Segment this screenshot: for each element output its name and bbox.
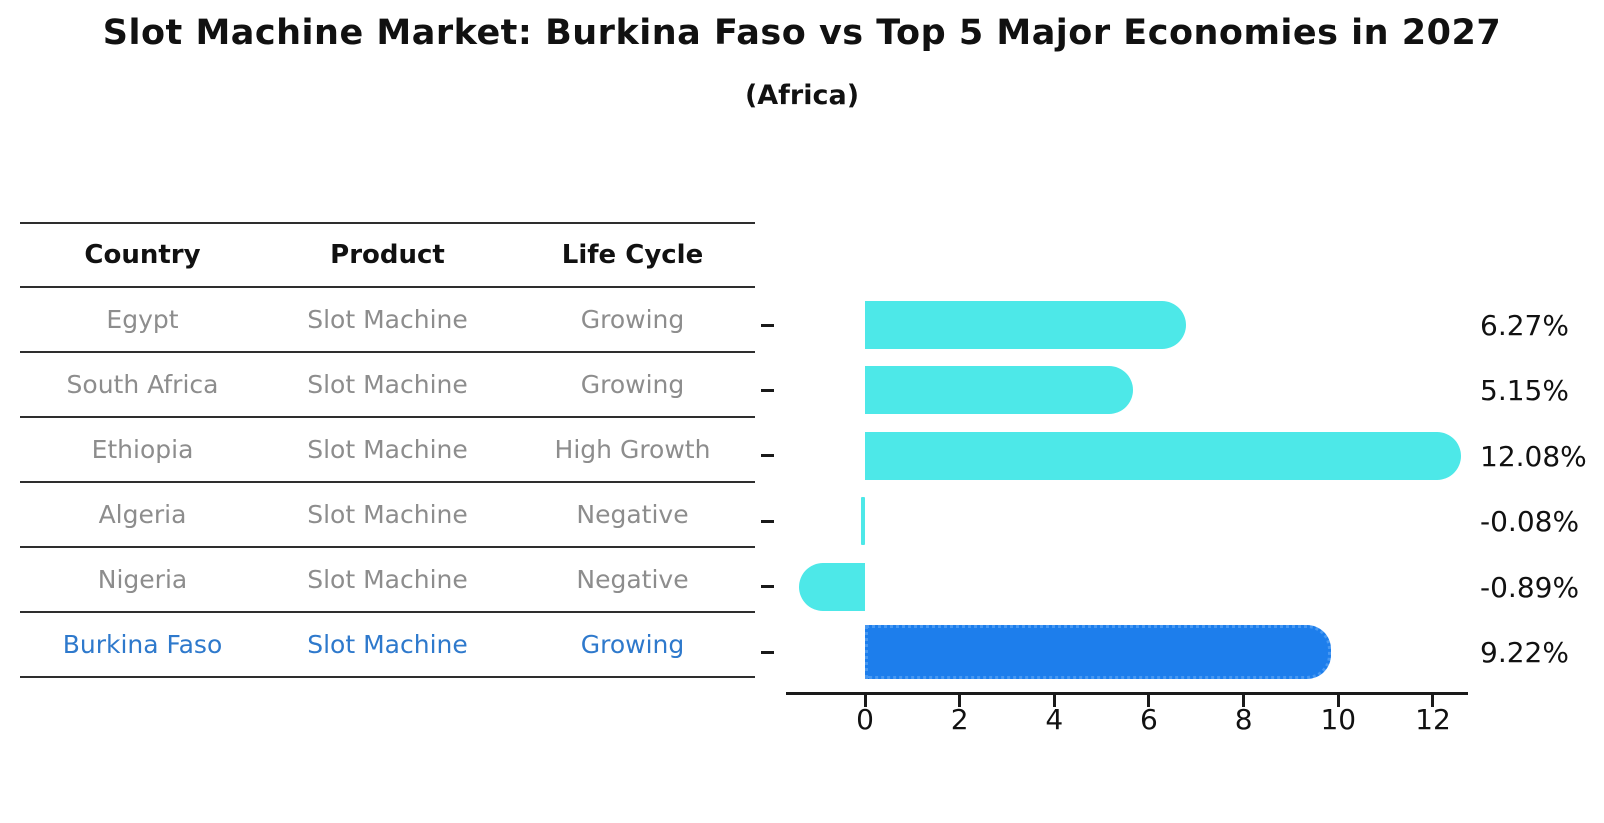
bar-nigeria	[798, 562, 865, 611]
x-axis-tick	[1242, 695, 1246, 707]
cell-life-cycle: Negative	[576, 565, 689, 594]
bar-algeria	[861, 497, 865, 546]
bar-south-africa	[865, 366, 1133, 415]
cell-product: Slot Machine	[307, 630, 468, 659]
x-axis-tick-label: 2	[950, 703, 969, 736]
x-axis-tick-label: 8	[1234, 703, 1253, 736]
x-axis-tick	[1431, 695, 1435, 707]
x-axis-tick-label: 4	[1045, 703, 1064, 736]
cell-country: South Africa	[66, 370, 219, 399]
x-axis-tick-label: 6	[1140, 703, 1158, 736]
page-title: Slot Machine Market: Burkina Faso vs Top…	[102, 13, 1502, 53]
cell-country: Algeria	[98, 500, 187, 529]
bar-burkina-faso	[865, 625, 1332, 679]
cell-product: Slot Machine	[307, 565, 468, 594]
cell-product: Slot Machine	[307, 500, 468, 529]
y-tick	[761, 519, 774, 523]
value-label: 12.08%	[1480, 439, 1587, 473]
cell-country: Egypt	[106, 305, 179, 334]
table-row: Nigeria Slot Machine Negative	[20, 548, 755, 613]
cell-country: Nigeria	[97, 565, 188, 594]
value-label: -0.89%	[1480, 570, 1580, 604]
bar-egypt	[865, 301, 1186, 349]
table-header-row: Country Product Life Cycle	[20, 222, 755, 288]
x-axis-tick	[1147, 695, 1151, 707]
cell-country: Burkina Faso	[62, 630, 223, 659]
y-tick	[761, 650, 774, 654]
country-table: Country Product Life Cycle Egypt Slot Ma…	[20, 222, 755, 678]
y-tick	[761, 388, 774, 392]
column-header-country: Country	[84, 240, 201, 270]
cell-life-cycle: Growing	[580, 305, 685, 334]
x-axis-tick-label: 0	[856, 703, 874, 736]
value-label: 6.27%	[1480, 309, 1569, 342]
y-tick	[761, 585, 774, 589]
bar-ethiopia	[865, 431, 1461, 480]
table-row: Algeria Slot Machine Negative	[20, 483, 755, 548]
value-label: -0.08%	[1480, 505, 1580, 539]
table-row: South Africa Slot Machine Growing	[20, 353, 755, 418]
value-label: 9.22%	[1480, 636, 1569, 669]
y-tick	[761, 323, 774, 327]
page-subtitle: (Africa)	[744, 80, 860, 111]
column-header-life-cycle: Life Cycle	[561, 240, 704, 270]
cell-country: Ethiopia	[91, 435, 194, 464]
table-row: Egypt Slot Machine Growing	[20, 288, 755, 353]
x-axis-tick-label: 12	[1415, 703, 1451, 736]
x-axis-line	[786, 692, 1468, 695]
cell-life-cycle: Growing	[580, 370, 685, 399]
column-header-product: Product	[330, 240, 445, 270]
value-label: 5.15%	[1480, 374, 1569, 408]
cell-product: Slot Machine	[307, 305, 468, 334]
cell-life-cycle: High Growth	[554, 435, 711, 464]
cell-life-cycle: Growing	[580, 630, 685, 659]
x-axis-tick-label: 10	[1320, 703, 1357, 736]
x-axis-tick	[1336, 695, 1340, 707]
y-tick	[761, 454, 774, 458]
table-row: Ethiopia Slot Machine High Growth	[20, 418, 755, 483]
x-axis-tick	[1052, 695, 1056, 707]
cell-life-cycle: Negative	[576, 500, 689, 529]
cell-product: Slot Machine	[307, 370, 468, 399]
x-axis-tick	[863, 695, 867, 707]
table-row-highlighted: Burkina Faso Slot Machine Growing	[20, 613, 755, 678]
cell-product: Slot Machine	[307, 435, 468, 464]
x-axis-tick	[958, 695, 962, 707]
